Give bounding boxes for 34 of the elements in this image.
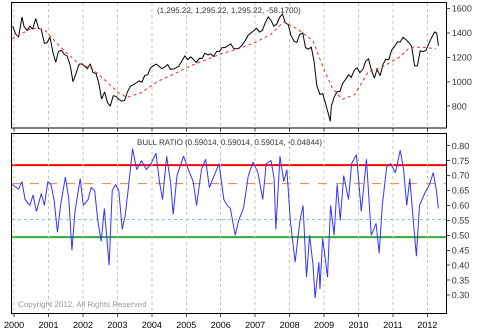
y-tick-label: 1200: [452, 52, 472, 62]
x-tick-label: 2004: [142, 320, 162, 330]
y-tick-label: 0.80: [452, 140, 470, 151]
y-tick-label: 0.55: [452, 216, 470, 226]
x-tick-label: 2001: [38, 320, 59, 330]
y-tick-label: 0.40: [452, 260, 470, 270]
text: BULL RATIO (0.59014, 0.59014, 0.59014, -0.04844): [137, 138, 322, 147]
chart-title: (1,295.22, 1,295.22, 1,295.22, -58.1700): [157, 6, 302, 15]
x-tick-label: 2012: [417, 320, 438, 330]
y-tick-label: 1400: [452, 28, 472, 38]
x-tick-label: 2000: [4, 320, 24, 330]
x-tick-label: 2002: [72, 320, 93, 330]
y-tick-label: 0.35: [452, 275, 470, 286]
x-tick-label: 2010: [348, 320, 369, 330]
x-tick-label: 2011: [383, 320, 403, 330]
line-series: [12, 21, 437, 100]
line-series: [12, 148, 439, 299]
x-tick-label: 2005: [176, 320, 196, 330]
x-tick-label: 2009: [314, 320, 334, 330]
y-tick-label: 0.30: [452, 290, 470, 300]
y-tick-label: 0.45: [452, 245, 470, 256]
x-tick-label: 2003: [107, 320, 128, 330]
annotation: Copyright 2012, All Rights Reserved: [18, 300, 147, 309]
y-tick-label: 0.70: [452, 170, 470, 181]
y-tick-label: 0.60: [452, 200, 470, 211]
y-tick-label: 0.75: [452, 156, 470, 166]
y-tick-label: 0.65: [452, 186, 470, 196]
x-tick-label: 2007: [245, 320, 266, 330]
y-tick-label: 1000: [452, 76, 472, 87]
y-tick-label: 0.50: [452, 230, 470, 240]
y-tick-label: 1600: [452, 4, 472, 14]
x-tick-label: 2006: [210, 320, 231, 330]
y-tick-label: 800: [452, 101, 467, 112]
x-tick-label: 2008: [280, 320, 300, 330]
